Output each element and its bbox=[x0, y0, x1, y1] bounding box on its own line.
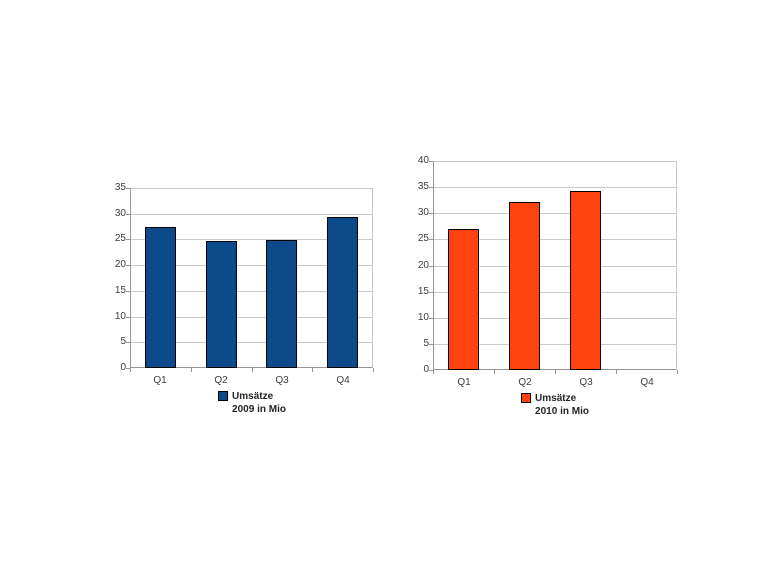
x-axis-label: Q1 bbox=[153, 375, 167, 386]
y-axis-label: 35 bbox=[114, 182, 126, 193]
y-axis-tick bbox=[126, 342, 130, 343]
x-axis-tick bbox=[677, 370, 678, 374]
gridline bbox=[434, 187, 676, 188]
legend-label: Umsätze 2009 in Mio bbox=[232, 390, 286, 416]
y-axis-label: 35 bbox=[417, 181, 429, 192]
legend: Umsätze 2009 in Mio bbox=[218, 390, 286, 416]
y-axis-tick bbox=[126, 291, 130, 292]
x-axis-tick bbox=[616, 370, 617, 374]
gridline bbox=[131, 317, 372, 318]
gridline bbox=[434, 213, 676, 214]
legend: Umsätze 2010 in Mio bbox=[521, 392, 589, 418]
y-axis-tick bbox=[429, 187, 433, 188]
bar-q1 bbox=[145, 227, 176, 368]
plot-area bbox=[130, 188, 373, 368]
y-axis-tick bbox=[429, 161, 433, 162]
y-axis-tick bbox=[126, 239, 130, 240]
y-axis-tick bbox=[126, 188, 130, 189]
y-axis-tick bbox=[429, 344, 433, 345]
y-axis-label: 10 bbox=[417, 312, 429, 323]
y-axis-tick bbox=[126, 317, 130, 318]
bar-q3 bbox=[266, 240, 297, 368]
x-axis-label: Q2 bbox=[518, 377, 532, 388]
gridline bbox=[434, 266, 676, 267]
x-axis-tick bbox=[130, 368, 131, 372]
y-axis-label: 30 bbox=[417, 207, 429, 218]
x-axis-label: Q1 bbox=[457, 377, 471, 388]
bar-q2 bbox=[509, 202, 540, 370]
legend-swatch bbox=[218, 391, 229, 401]
y-axis-label: 15 bbox=[114, 285, 126, 296]
y-axis-label: 20 bbox=[417, 260, 429, 271]
y-axis-tick bbox=[429, 292, 433, 293]
gridline bbox=[434, 318, 676, 319]
bar-q2 bbox=[206, 241, 237, 368]
x-axis-tick bbox=[555, 370, 556, 374]
x-axis-tick bbox=[494, 370, 495, 374]
x-axis-tick bbox=[373, 368, 374, 372]
x-axis-tick bbox=[191, 368, 192, 372]
legend-label-line: Umsätze bbox=[535, 393, 577, 404]
gridline bbox=[131, 291, 372, 292]
y-axis-label: 5 bbox=[423, 338, 429, 349]
x-axis-label: Q4 bbox=[336, 375, 350, 386]
y-axis-label: 0 bbox=[120, 362, 126, 373]
gridline bbox=[131, 342, 372, 343]
plot-area bbox=[433, 161, 677, 370]
gridline bbox=[434, 344, 676, 345]
y-axis-tick bbox=[429, 239, 433, 240]
y-axis-label: 40 bbox=[417, 155, 429, 166]
y-axis-tick bbox=[126, 214, 130, 215]
gridline bbox=[434, 239, 676, 240]
legend-label: Umsätze 2010 in Mio bbox=[535, 392, 589, 418]
gridline bbox=[131, 239, 372, 240]
x-axis-tick bbox=[252, 368, 253, 372]
legend-label-line: Umsätze bbox=[232, 391, 274, 402]
y-axis-tick bbox=[429, 266, 433, 267]
y-axis-label: 20 bbox=[114, 259, 126, 270]
y-axis-label: 5 bbox=[120, 336, 126, 347]
x-axis-label: Q2 bbox=[214, 375, 228, 386]
y-axis-tick bbox=[429, 318, 433, 319]
x-axis-label: Q3 bbox=[275, 375, 289, 386]
y-axis-label: 25 bbox=[417, 233, 429, 244]
y-axis-label: 10 bbox=[114, 311, 126, 322]
y-axis-tick bbox=[429, 213, 433, 214]
y-axis-tick bbox=[126, 368, 130, 369]
y-axis-tick bbox=[126, 265, 130, 266]
gridline bbox=[434, 292, 676, 293]
x-axis-tick bbox=[433, 370, 434, 374]
bar-q4 bbox=[327, 217, 358, 368]
x-axis-label: Q4 bbox=[640, 377, 654, 388]
legend-label-line: 2009 in Mio bbox=[232, 404, 286, 415]
y-axis-label: 0 bbox=[423, 364, 429, 375]
bar-q3 bbox=[570, 191, 601, 370]
legend-label-line: 2010 in Mio bbox=[535, 406, 589, 417]
legend-swatch bbox=[521, 393, 532, 403]
gridline bbox=[131, 214, 372, 215]
x-axis-label: Q3 bbox=[579, 377, 593, 388]
y-axis-tick bbox=[429, 370, 433, 371]
x-axis-tick bbox=[312, 368, 313, 372]
y-axis-label: 30 bbox=[114, 208, 126, 219]
bar-q1 bbox=[448, 229, 479, 370]
y-axis-label: 25 bbox=[114, 233, 126, 244]
y-axis-label: 15 bbox=[417, 286, 429, 297]
gridline bbox=[131, 265, 372, 266]
